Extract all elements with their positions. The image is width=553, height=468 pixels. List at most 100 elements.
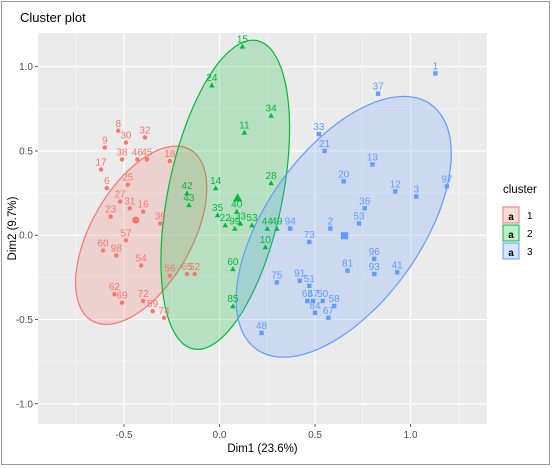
cluster-3-point (259, 330, 264, 336)
chart-title: Cluster plot (20, 10, 86, 25)
cluster-1-point-label: 23 (105, 205, 117, 216)
legend-label-1: 1 (527, 211, 533, 222)
cluster-1-point-label: 62 (109, 282, 121, 293)
cluster-1-point (150, 308, 155, 314)
cluster-2-point-label: 14 (210, 176, 222, 187)
cluster-1-point-label: 30 (120, 131, 132, 142)
legend-title: cluster (503, 184, 537, 196)
cluster-2-point (262, 244, 269, 250)
cluster-2-point-label: 49 (271, 217, 283, 228)
cluster-1-point-label: 72 (138, 289, 150, 300)
cluster-1-point-label: 98 (111, 243, 123, 254)
cluster-3-point (331, 303, 337, 309)
cluster-3-point-label: 1 (433, 61, 439, 72)
cluster-1-point (132, 216, 140, 224)
cluster-1-point-label: 6 (104, 176, 110, 187)
cluster-3-point-label: 65 (302, 289, 314, 300)
cluster-1-point (114, 253, 119, 258)
cluster-1-point-label: 31 (124, 196, 136, 207)
cluster-3-point (328, 226, 333, 231)
cluster-3-point-label: 97 (441, 174, 453, 185)
y-tick-label: -0.5 (16, 315, 34, 326)
cluster-1-point (140, 298, 146, 304)
cluster-1-point (108, 214, 113, 219)
cluster-2-point-label: 24 (206, 73, 218, 84)
cluster-3-point (307, 239, 312, 245)
cluster-1-point (125, 182, 130, 187)
cluster-3-point-label: 91 (294, 269, 306, 280)
cluster-1-point-label: 25 (122, 173, 134, 184)
cluster-2-point (230, 266, 236, 272)
cluster-2-point (214, 212, 221, 218)
cluster-1-point (184, 271, 190, 277)
x-axis-label: Dim1 (23.6%) (227, 443, 297, 455)
legend-label-3: 3 (527, 247, 533, 258)
cluster-3-point-label: 3 (414, 184, 420, 195)
grid-lines (38, 33, 487, 424)
cluster-3-point-label: 47 (308, 289, 320, 300)
cluster-1-point-label: 17 (95, 158, 107, 169)
cluster-2-point-label: 34 (266, 104, 278, 115)
cluster-3-point (356, 221, 362, 226)
cluster-1-point (117, 199, 123, 204)
cluster-3-point (370, 162, 375, 167)
cluster-2-point-label: 35 (212, 203, 224, 214)
cluster-2-point (232, 225, 238, 231)
cluster-3-point-label: 81 (342, 259, 354, 270)
cluster-2-point-label: 42 (181, 181, 193, 192)
cluster-1-ellipse (74, 145, 208, 326)
cluster-3-point-label: 2 (328, 217, 334, 228)
legend-key-glyph: a (508, 230, 514, 241)
cluster-3-point-label: 84 (309, 301, 321, 312)
cluster-3-point (316, 131, 322, 137)
cluster-1-point-label: 59 (147, 299, 159, 310)
cluster-1-point-label: 74 (159, 306, 171, 317)
cluster-3-point (305, 298, 310, 304)
cluster-1-point (116, 128, 121, 133)
cluster-1-point (167, 158, 173, 164)
legend-key-1 (502, 206, 520, 224)
cluster-1-point (192, 271, 197, 277)
cluster-1-point-label: 16 (138, 200, 150, 211)
cluster-1-point-label: 27 (115, 190, 127, 201)
cluster-3-point (341, 179, 346, 184)
cluster-1-point (119, 157, 125, 162)
cluster-1-point (144, 157, 150, 162)
legend-key-2 (502, 224, 520, 242)
y-axis-ticks: -1.0 -0.5 0.0 0.5 1.0 (16, 62, 38, 410)
cluster-3-point (375, 91, 381, 96)
cluster-2-point-label: 53 (246, 213, 258, 224)
cluster-3-point (345, 268, 350, 273)
cluster-2-point-label: 85 (227, 294, 239, 305)
cluster-1-point (161, 315, 167, 321)
cluster-2-point-label: 99 (229, 217, 241, 228)
x-tick-label: 1.0 (404, 430, 418, 441)
cluster-2-point-label: 15 (237, 34, 249, 45)
cluster-1-point-label: 46 (132, 147, 144, 158)
cluster-2-point (233, 193, 243, 202)
y-tick-label: -1.0 (16, 399, 34, 410)
cluster-3-point-label: 67 (323, 306, 335, 317)
y-tick-label: 0.5 (19, 146, 33, 157)
cluster-1-point (119, 300, 125, 305)
cluster-1-point-label: 32 (139, 125, 151, 136)
x-tick-label: 0.5 (308, 430, 322, 441)
cluster-1-point-label: 69 (117, 291, 129, 302)
cluster-1-point-label: 38 (117, 147, 129, 158)
cluster-3-point (340, 232, 349, 240)
cluster-1-point-label: 18 (164, 149, 176, 160)
cluster-3-point (312, 310, 318, 315)
cluster-2-point (264, 225, 271, 231)
cluster-2-point-label: 60 (227, 257, 239, 268)
cluster-2-point (249, 222, 255, 228)
cluster-ellipses (74, 39, 452, 358)
cluster-1-point (142, 135, 148, 140)
cluster-3-point-label: 13 (367, 152, 379, 163)
cluster-3-point-label: 50 (317, 289, 329, 300)
cluster-1-point (158, 221, 163, 226)
cluster-3-point (307, 283, 312, 289)
cluster-3-point (310, 298, 316, 304)
cluster-3-point (372, 271, 377, 277)
cluster-3-point (372, 256, 377, 262)
